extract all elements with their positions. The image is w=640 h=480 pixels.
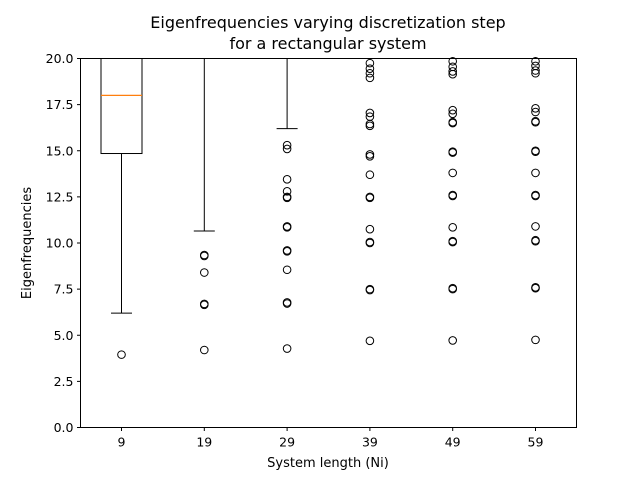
- y-tick-label: 5.0: [54, 328, 74, 343]
- outlier-point: [200, 299, 209, 309]
- y-tick-label: 7.5: [54, 282, 74, 297]
- x-tick-label: 29: [279, 435, 295, 450]
- outlier-point: [448, 223, 458, 232]
- outlier-point: [448, 147, 458, 156]
- y-tick-label: 10.0: [46, 236, 74, 251]
- y-tick-label: 15.0: [46, 143, 74, 158]
- outlier-point: [200, 345, 209, 355]
- outlier-point: [531, 107, 540, 117]
- outlier-point: [117, 350, 126, 359]
- outlier-point: [200, 268, 209, 277]
- chart-title-line-2: for a rectangular system: [229, 34, 426, 53]
- outlier-point: [365, 112, 375, 121]
- outlier-point: [531, 56, 540, 66]
- outlier-point: [365, 108, 375, 118]
- outlier-point: [365, 73, 375, 83]
- outlier-point: [448, 62, 458, 72]
- outlier-point: [282, 192, 292, 202]
- outlier-point: [282, 222, 292, 231]
- outlier-point: [531, 335, 540, 345]
- outlier-point: [365, 336, 375, 346]
- outlier-point: [531, 235, 540, 245]
- outlier-point: [531, 116, 540, 126]
- plot-area: 0.0 2.5 5.0 7.5 10.0 12.5 15.0 17.5 20.0 9 19 29 39 4…: [46, 51, 544, 450]
- x-axis-label: System length (Ni): [267, 456, 389, 471]
- outlier-point: [448, 168, 458, 178]
- y-tick-label: 2.5: [54, 374, 74, 389]
- outlier-point: [282, 144, 292, 154]
- outlier-point: [365, 237, 375, 247]
- y-tick-label: 17.5: [46, 97, 74, 112]
- outlier-point: [365, 68, 375, 78]
- axes-frame: [80, 58, 577, 428]
- outlier-point: [282, 298, 292, 307]
- y-tick-label: 20.0: [46, 51, 74, 66]
- outlier-point: [448, 117, 458, 127]
- outlier-point: [282, 175, 292, 184]
- y-axis-label: Eigenfrequencies: [20, 187, 35, 299]
- x-tick-label: 39: [362, 435, 378, 450]
- outlier-point: [365, 192, 375, 202]
- outlier-point: [282, 140, 292, 150]
- outlier-point: [448, 336, 458, 345]
- outlier-point: [365, 224, 375, 234]
- outlier-point: [448, 283, 458, 293]
- outlier-point: [282, 187, 292, 196]
- outlier-point: [365, 58, 375, 68]
- outlier-point: [282, 265, 292, 275]
- outlier-point: [448, 109, 458, 119]
- outlier-point: [531, 104, 540, 113]
- outlier-point: [365, 64, 375, 73]
- outlier-point: [448, 236, 458, 246]
- outlier-point: [531, 168, 540, 178]
- x-tick-label: 9: [118, 435, 126, 450]
- outlier-point: [531, 222, 540, 231]
- outlier-point: [282, 246, 292, 255]
- x-tick-label: 19: [196, 435, 212, 450]
- outlier-point: [531, 61, 540, 71]
- outlier-point: [531, 66, 540, 75]
- outlier-point: [448, 56, 458, 66]
- outlier-point: [531, 190, 540, 200]
- outlier-point: [365, 170, 375, 180]
- outlier-point: [448, 67, 458, 76]
- outlier-point: [448, 190, 458, 200]
- x-tick-label: 49: [445, 435, 461, 450]
- outlier-point: [200, 250, 209, 260]
- outlier-point: [448, 105, 458, 115]
- outlier-point: [282, 344, 292, 353]
- outlier-point: [531, 146, 540, 156]
- y-tick-label: 12.5: [46, 189, 74, 204]
- outlier-point: [531, 282, 540, 292]
- outlier-point: [365, 284, 375, 294]
- outlier-point: [365, 150, 375, 159]
- y-tick-label: 0.0: [54, 420, 74, 435]
- x-tick-label: 59: [528, 435, 544, 450]
- chart-title-line-1: Eigenfrequencies varying discretization …: [150, 13, 505, 32]
